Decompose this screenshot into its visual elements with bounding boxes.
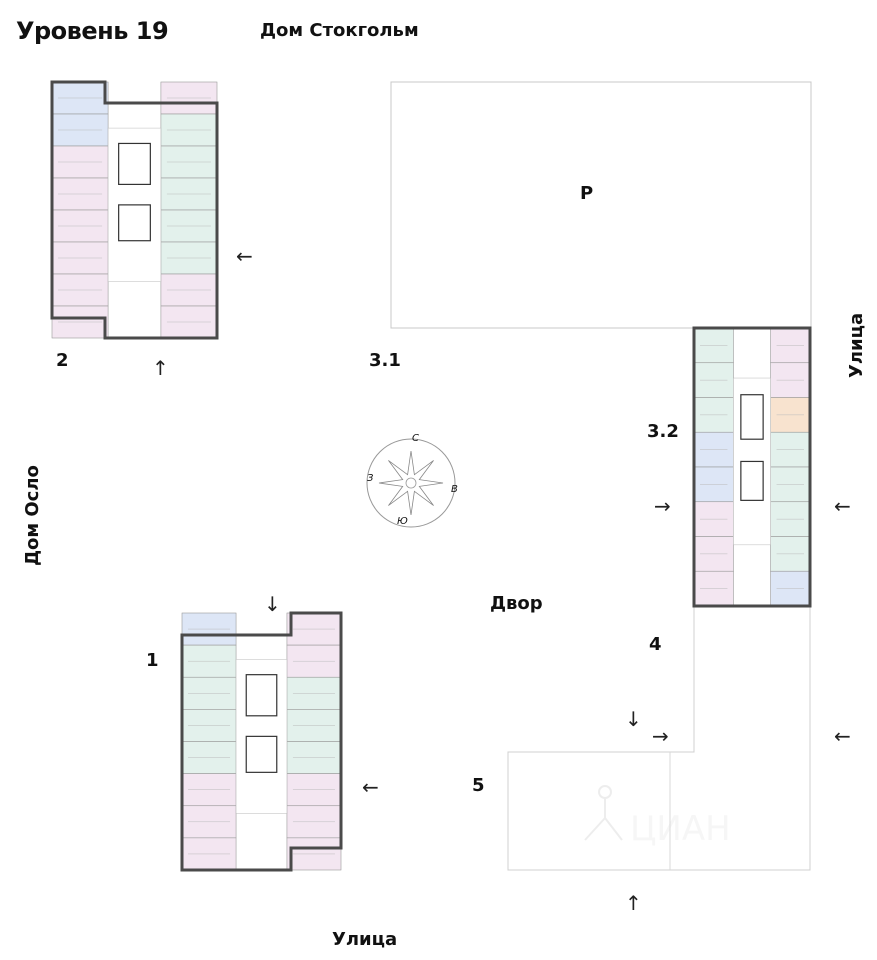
section-label-3-2: 3.2 [647,421,679,442]
building-section-3-2 [692,326,812,608]
label-oslo: Дом Осло [22,465,43,566]
compass-north: С [412,433,419,444]
entrance-arrow-up-icon: ↑ [152,356,169,380]
label-street-right: Улица [846,312,867,378]
svg-text:ЦИАН: ЦИАН [630,809,731,849]
section-label-1: 1 [146,650,159,671]
building-section-2 [50,80,219,340]
entrance-arrow-left-icon: ← [362,775,379,799]
elevator-shaft [740,460,764,501]
compass-south: Ю [397,516,408,527]
compass-rose [366,438,456,528]
label-yard: Двор [490,593,543,614]
exterior-wall [180,611,343,872]
entrance-arrow-right-icon: → [654,494,671,518]
entrance-arrow-left-icon: ← [236,244,253,268]
stairwell [245,674,278,717]
entrance-arrow-up-icon: ↑ [625,891,642,915]
entrance-arrow-left-icon: ← [834,494,851,518]
building-section-1 [180,611,343,872]
compass-west: З [367,473,374,484]
entrance-arrow-down-icon: ↓ [264,592,281,616]
section-label-2: 2 [56,350,69,371]
label-street-bottom: Улица [332,929,398,950]
parking-area [390,81,812,329]
section-label-5: 5 [472,775,485,796]
entrance-arrow-right-icon: → [652,724,669,748]
stairwell [118,142,151,186]
label-parking: P [580,183,594,204]
level-title: Уровень 19 [16,17,169,45]
stairwell [740,394,764,440]
entrance-arrow-left-icon: ← [834,724,851,748]
exterior-wall [692,326,812,608]
entrance-arrow-down-icon: ↓ [625,707,642,731]
section-label-4: 4 [649,634,662,655]
elevator-shaft [118,204,151,242]
cian-watermark-logo: ЦИАН [584,785,731,849]
section-label-3-1: 3.1 [369,350,401,371]
compass-east: В [451,484,458,495]
label-stockholm: Дом Стокгольм [260,20,419,41]
section-4-5-outline [507,606,811,871]
exterior-wall [50,80,219,340]
elevator-shaft [245,735,278,773]
